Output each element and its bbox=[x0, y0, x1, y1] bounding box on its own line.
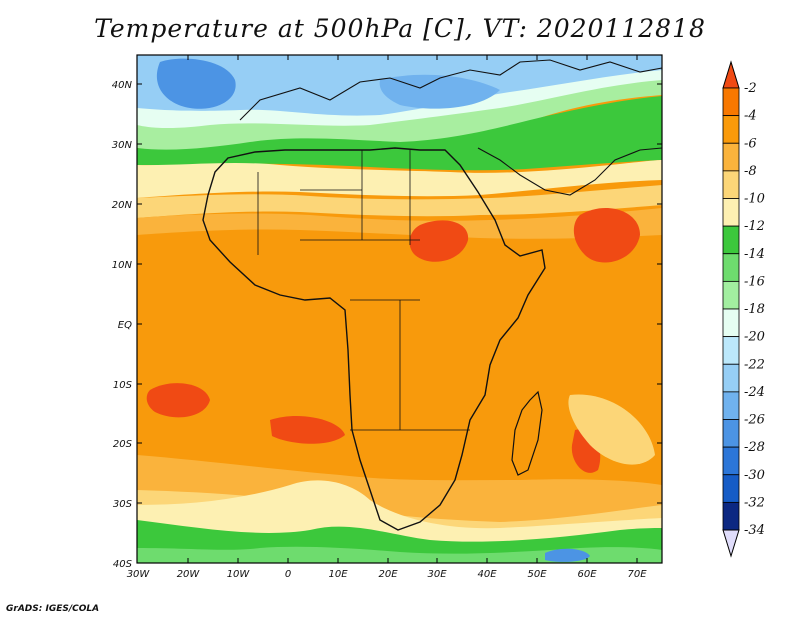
colorbar-label: -34 bbox=[744, 523, 765, 538]
colorbar-label: -18 bbox=[744, 302, 765, 317]
colorbar-top-arrow bbox=[722, 60, 740, 89]
colorbar: -2 -4 -6 -8 -10 -12 -14 -16 -18 -20 -22 -24 -26 -28 -3… bbox=[722, 60, 765, 558]
colorbar-swatch bbox=[722, 419, 740, 448]
lat-label-30s: 30S bbox=[113, 499, 133, 510]
longitude-labels: 30W 20W 10W 0 10E 20E 30E 40E 50E 60E 70… bbox=[127, 569, 648, 580]
colorbar-label: -32 bbox=[744, 495, 765, 510]
lon-label-10w: 10W bbox=[227, 569, 251, 580]
colorbar-label: -28 bbox=[744, 440, 765, 455]
colorbar-swatch bbox=[722, 253, 740, 282]
colorbar-label: -22 bbox=[744, 357, 765, 372]
lon-label-50e: 50E bbox=[527, 569, 547, 580]
grads-credit: GrADS: IGES/COLA bbox=[6, 604, 100, 614]
colorbar-swatch bbox=[722, 225, 740, 255]
latitude-labels: 40N 30N 20N 10N EQ 10S 20S 30S 40S bbox=[112, 80, 133, 570]
lon-label-20e: 20E bbox=[378, 569, 398, 580]
colorbar-swatch bbox=[722, 198, 740, 227]
colorbar-swatch bbox=[722, 501, 740, 531]
colorbar-label: -20 bbox=[744, 330, 765, 345]
colorbar-swatch bbox=[722, 115, 740, 144]
lat-label-20n: 20N bbox=[112, 200, 133, 211]
colorbar-label: -24 bbox=[744, 385, 765, 400]
colorbar-label: -16 bbox=[744, 274, 765, 289]
lat-label-30n: 30N bbox=[112, 140, 133, 151]
lat-label-eq: EQ bbox=[118, 320, 132, 331]
colorbar-swatch bbox=[722, 391, 740, 420]
lon-label-40e: 40E bbox=[477, 569, 497, 580]
colorbar-label: -2 bbox=[744, 81, 757, 96]
colorbar-label: -8 bbox=[744, 164, 757, 179]
africa-coastline bbox=[202, 147, 546, 531]
colorbar-swatch bbox=[722, 474, 740, 503]
map-title: Temperature at 500hPa [C], VT: 202011281… bbox=[94, 14, 706, 43]
colorbar-swatch bbox=[722, 170, 740, 199]
lon-label-0: 0 bbox=[285, 569, 291, 580]
europe-coastline bbox=[239, 59, 663, 121]
colorbar-swatch bbox=[722, 446, 740, 476]
colorbar-swatch bbox=[722, 308, 740, 338]
colorbar-label: -12 bbox=[744, 219, 765, 234]
madagascar-coastline bbox=[511, 390, 543, 476]
lon-label-20w: 20W bbox=[177, 569, 201, 580]
lon-label-60e: 60E bbox=[577, 569, 597, 580]
axis-ticks bbox=[137, 55, 662, 563]
lon-label-10e: 10E bbox=[328, 569, 348, 580]
colorbar-label: -6 bbox=[744, 136, 757, 151]
colorbar-swatch bbox=[722, 363, 740, 393]
colorbar-swatch bbox=[722, 87, 740, 117]
colorbar-bottom-arrow bbox=[722, 529, 740, 558]
lat-label-10n: 10N bbox=[112, 260, 133, 271]
colorbar-swatch bbox=[722, 336, 740, 365]
colorbar-label: -10 bbox=[744, 192, 765, 207]
lon-label-70e: 70E bbox=[627, 569, 647, 580]
colorbar-label: -14 bbox=[744, 247, 765, 262]
colorbar-label: -4 bbox=[744, 109, 757, 124]
map-frame bbox=[136, 54, 663, 564]
arabia-coastline bbox=[477, 147, 663, 196]
colorbar-label: -30 bbox=[744, 468, 765, 483]
lat-label-20s: 20S bbox=[113, 439, 133, 450]
lat-label-40s: 40S bbox=[113, 559, 133, 570]
colorbar-swatch bbox=[722, 142, 740, 172]
colorbar-label: -26 bbox=[744, 413, 765, 428]
lat-label-10s: 10S bbox=[113, 380, 133, 391]
lon-label-30w: 30W bbox=[127, 569, 151, 580]
lat-label-40n: 40N bbox=[112, 80, 133, 91]
temperature-field bbox=[137, 55, 663, 563]
colorbar-swatch bbox=[722, 280, 740, 310]
lon-label-30e: 30E bbox=[427, 569, 447, 580]
